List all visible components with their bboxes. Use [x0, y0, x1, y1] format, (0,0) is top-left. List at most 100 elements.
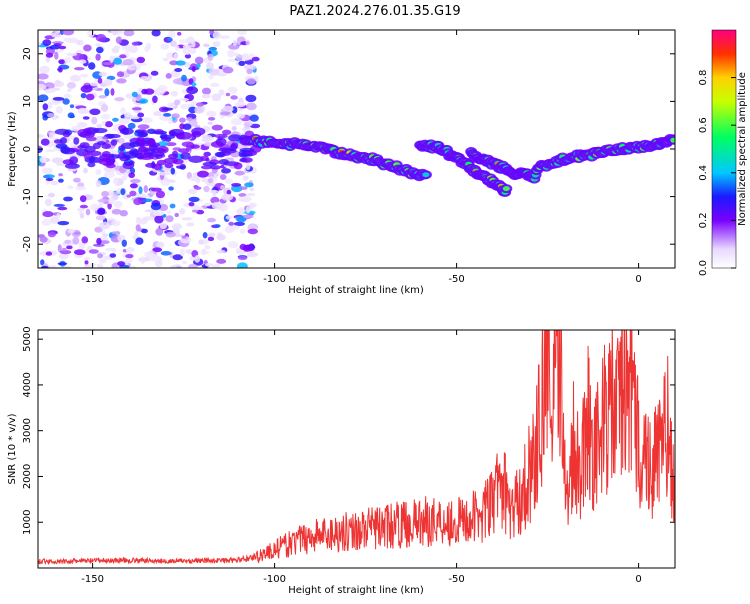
- heatmap-cell: [211, 201, 224, 210]
- heatmap-cell: [97, 77, 103, 84]
- heatmap-cell: [80, 85, 93, 93]
- heatmap-cell: [222, 129, 232, 135]
- snr-axes: -150 -100 -50 0 1000 2000 3000 4000 5000: [22, 326, 675, 585]
- heatmap-cell: [79, 142, 90, 149]
- heatmap-cell: [47, 101, 53, 110]
- heatmap-cell: [211, 124, 223, 131]
- colorbar-tick-label: 0.2: [698, 212, 709, 228]
- heatmap-cell: [58, 45, 67, 50]
- heatmap-cell: [69, 104, 75, 109]
- colorbar-tick-label: 0.0: [698, 260, 709, 276]
- heatmap-cell: [91, 116, 98, 125]
- heatmap-cell: [172, 254, 183, 261]
- heatmap-cell: [63, 93, 72, 99]
- heatmap-cell: [90, 203, 101, 211]
- heatmap-cell: [219, 35, 230, 40]
- heatmap-cell: [85, 208, 91, 216]
- heatmap-cell: [236, 41, 241, 46]
- heatmap-cell: [101, 190, 109, 198]
- heatmap-cell: [120, 107, 126, 115]
- heatmap-cell: [191, 82, 197, 87]
- y-tick-label: 2000: [22, 464, 33, 489]
- heatmap-cell: [201, 177, 207, 182]
- x-tick-label: -100: [263, 274, 286, 285]
- heatmap-cell: [66, 82, 76, 89]
- heatmap-cell: [58, 59, 65, 65]
- heatmap-cell: [97, 208, 106, 215]
- heatmap-cell: [246, 68, 253, 75]
- snr-xlabel: Height of straight line (km): [288, 585, 424, 596]
- heatmap-cell: [422, 172, 430, 178]
- heatmap-cell: [227, 49, 235, 58]
- heatmap-cell: [83, 44, 92, 52]
- heatmap-cell: [177, 31, 182, 36]
- heatmap-cell: [200, 165, 213, 170]
- heatmap-cell: [131, 97, 137, 103]
- heatmap-cell: [171, 113, 180, 119]
- heatmap-cell: [144, 88, 155, 95]
- heatmap-cell: [140, 256, 145, 265]
- heatmap-cell: [170, 90, 178, 97]
- heatmap-cell: [245, 163, 251, 171]
- heatmap-cell: [186, 222, 195, 227]
- heatmap-cell: [231, 183, 242, 187]
- heatmap-cell: [117, 261, 126, 267]
- heatmap-cell: [81, 236, 89, 244]
- heatmap-cell: [202, 161, 217, 167]
- heatmap-cell: [211, 93, 222, 102]
- heatmap-cell: [131, 91, 138, 98]
- heatmap-cell: [43, 174, 55, 179]
- heatmap-cell: [195, 177, 201, 184]
- heatmap-cell: [186, 36, 195, 44]
- heatmap-cell: [57, 206, 68, 211]
- y-tick-label: 0: [22, 146, 33, 152]
- heatmap-cell: [238, 207, 244, 212]
- heatmap-cell: [55, 106, 63, 114]
- heatmap-cell: [182, 260, 188, 265]
- heatmap-cell: [76, 121, 88, 128]
- heatmap-cell: [79, 213, 85, 219]
- heatmap-cell: [179, 97, 190, 102]
- y-tick-label: 1000: [22, 510, 33, 535]
- heatmap-cell: [158, 204, 169, 211]
- heatmap-cell: [62, 159, 74, 165]
- heatmap-cell: [165, 142, 177, 147]
- heatmap-cell: [243, 214, 254, 219]
- heatmap-cell: [168, 30, 176, 38]
- heatmap-cell: [140, 76, 150, 80]
- heatmap-cell: [62, 30, 75, 36]
- heatmap-cell: [84, 260, 89, 265]
- y-tick-label: -20: [22, 236, 33, 252]
- heatmap-cell: [54, 79, 61, 87]
- heatmap-cell: [225, 92, 231, 97]
- heatmap-cell: [166, 52, 174, 59]
- heatmap-cell: [162, 57, 169, 62]
- heatmap-cell: [87, 263, 97, 267]
- heatmap-cell: [40, 259, 45, 266]
- heatmap-cell: [221, 193, 233, 201]
- colorbar-ticks: 0.0 0.2 0.4 0.6 0.8: [698, 70, 736, 276]
- heatmap-cell: [101, 62, 113, 66]
- heatmap-cell: [119, 210, 128, 217]
- heatmap-cell: [180, 152, 191, 160]
- heatmap-cell: [239, 147, 255, 153]
- heatmap-cell: [143, 185, 148, 193]
- spectrogram-xlabel: Height of straight line (km): [288, 285, 424, 296]
- heatmap-cell: [117, 137, 125, 144]
- heatmap-cell: [50, 180, 59, 186]
- heatmap-cell: [243, 121, 253, 127]
- heatmap-cell: [97, 253, 104, 259]
- heatmap-cell: [135, 224, 141, 232]
- heatmap-cell: [130, 178, 141, 184]
- heatmap-cell: [85, 136, 97, 142]
- heatmap-cell: [47, 192, 56, 198]
- heatmap-cell: [123, 111, 131, 117]
- heatmap-cell: [92, 127, 108, 134]
- heatmap-cell: [234, 101, 246, 108]
- heatmap-cell: [156, 159, 167, 166]
- heatmap-cell: [116, 78, 127, 84]
- heatmap-cell: [216, 258, 227, 264]
- heatmap-cell: [79, 195, 87, 203]
- heatmap-cell: [62, 265, 72, 268]
